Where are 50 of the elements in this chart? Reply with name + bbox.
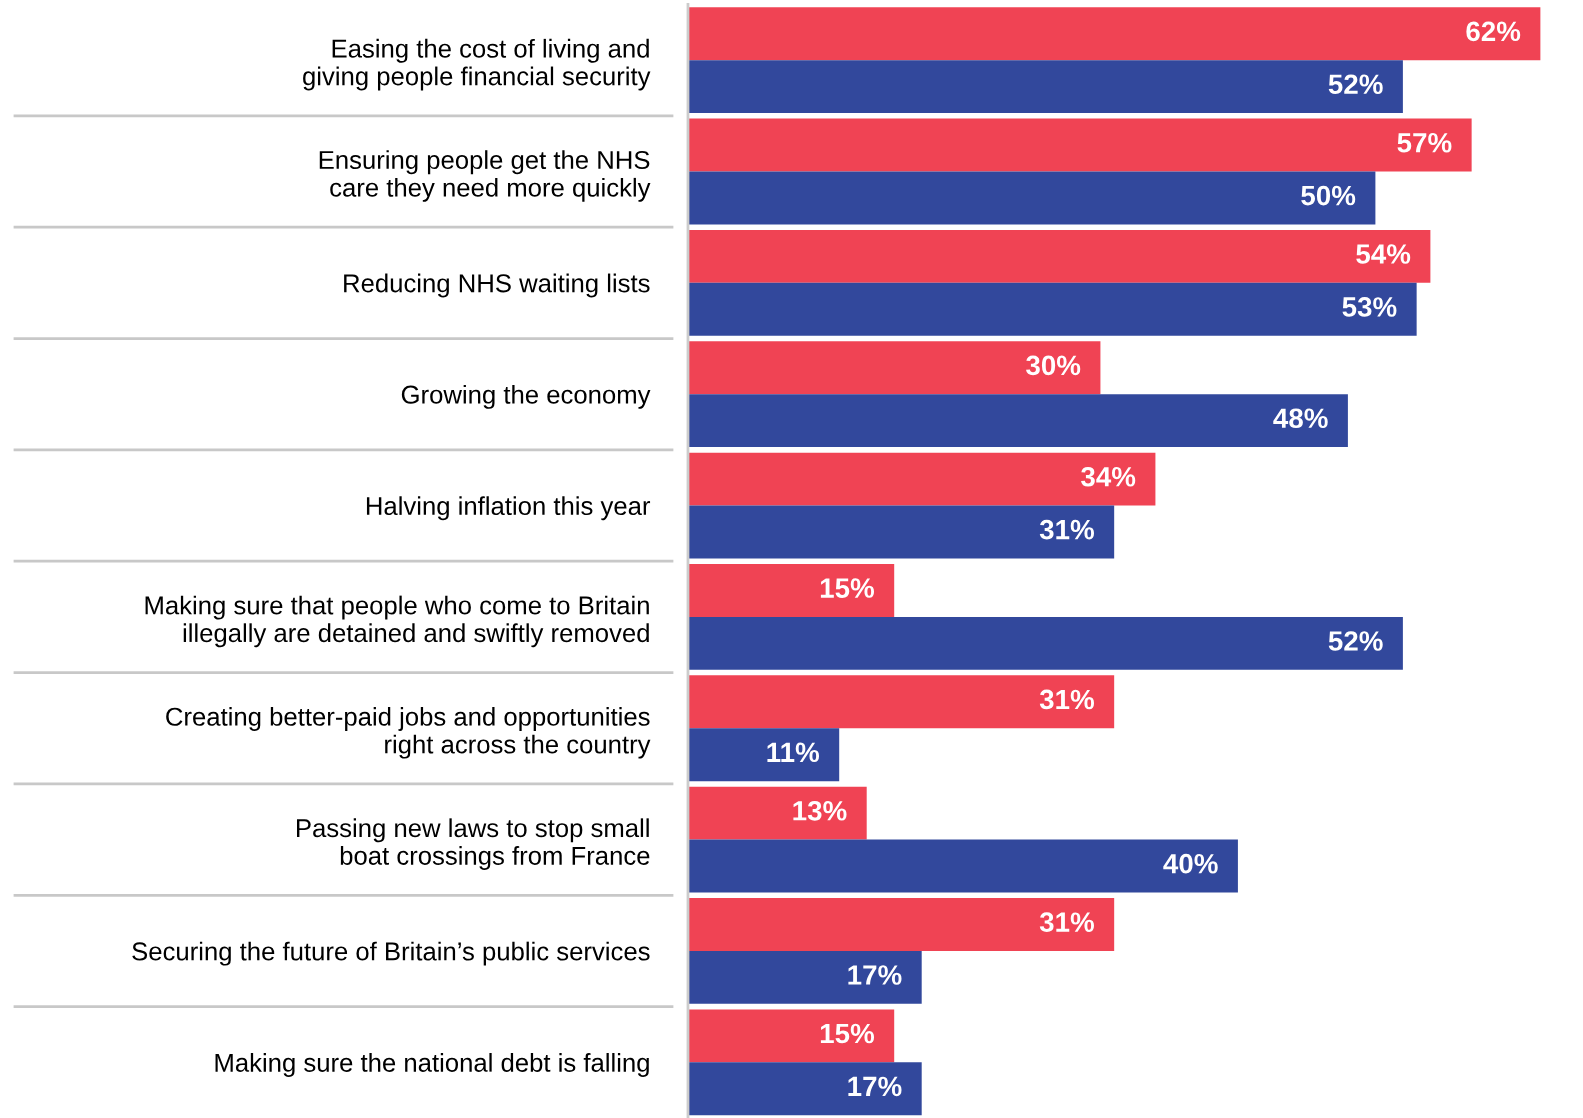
- y-tick-label: Creating better-paid jobs and opportunities right across the country: [166, 706, 651, 759]
- bar: [687, 675, 1115, 729]
- data-label: 30%: [1026, 355, 1081, 376]
- bar: [687, 282, 1417, 336]
- bar: [687, 564, 895, 617]
- y-tick-label: Securing the future of Britain’s public services: [132, 941, 650, 966]
- y-tick-label: Ensuring people get the NHS care they need more quickly: [319, 150, 651, 202]
- data-label: 15%: [820, 1023, 875, 1044]
- data-label: 13%: [793, 800, 847, 821]
- data-label: 40%: [1163, 853, 1218, 874]
- bar: [687, 616, 1403, 670]
- bar: [687, 1062, 922, 1116]
- data-label: 17%: [848, 1076, 902, 1097]
- bar: [687, 7, 1541, 61]
- data-label: 50%: [1301, 185, 1356, 206]
- bar: [687, 786, 867, 840]
- data-label: 15%: [820, 578, 875, 598]
- data-label: 17%: [848, 965, 902, 985]
- y-tick-label: Easing the cost of living and giving people financial security: [303, 38, 651, 91]
- data-label: 54%: [1356, 244, 1411, 264]
- y-tick-label: Making sure the national debt is falling: [215, 1053, 649, 1077]
- data-label: 52%: [1328, 74, 1383, 95]
- data-label: 34%: [1081, 466, 1136, 487]
- bar: [687, 60, 1403, 114]
- bar: [687, 171, 1376, 225]
- data-label: 48%: [1273, 408, 1328, 429]
- data-label: 53%: [1342, 297, 1397, 317]
- bar: [687, 229, 1431, 283]
- data-label: 57%: [1397, 132, 1452, 153]
- bar: [687, 839, 1238, 893]
- bar: [687, 1009, 895, 1063]
- bar: [687, 452, 1156, 506]
- bar: [687, 505, 1115, 559]
- y-tick-label: Reducing NHS waiting lists: [344, 273, 650, 298]
- bar: [687, 341, 1101, 395]
- bar: [687, 898, 1115, 951]
- data-label: 31%: [1039, 689, 1094, 710]
- data-label: 11%: [767, 742, 820, 763]
- bar: [687, 394, 1348, 448]
- bar: [687, 118, 1472, 172]
- bar: [687, 950, 922, 1004]
- data-label: 62%: [1466, 21, 1521, 42]
- data-label: 31%: [1039, 519, 1094, 540]
- data-label: 52%: [1328, 631, 1383, 651]
- data-label: 31%: [1039, 912, 1094, 933]
- y-tick-label: Making sure that people who come to Britain illegally are detained and swiftly removed: [145, 595, 649, 648]
- bar: [687, 728, 840, 782]
- y-tick-label: Growing the economy: [401, 384, 651, 409]
- y-tick-label: Passing new laws to stop small boat crossings from France: [297, 818, 650, 870]
- y-tick-label: Halving inflation this year: [366, 496, 651, 521]
